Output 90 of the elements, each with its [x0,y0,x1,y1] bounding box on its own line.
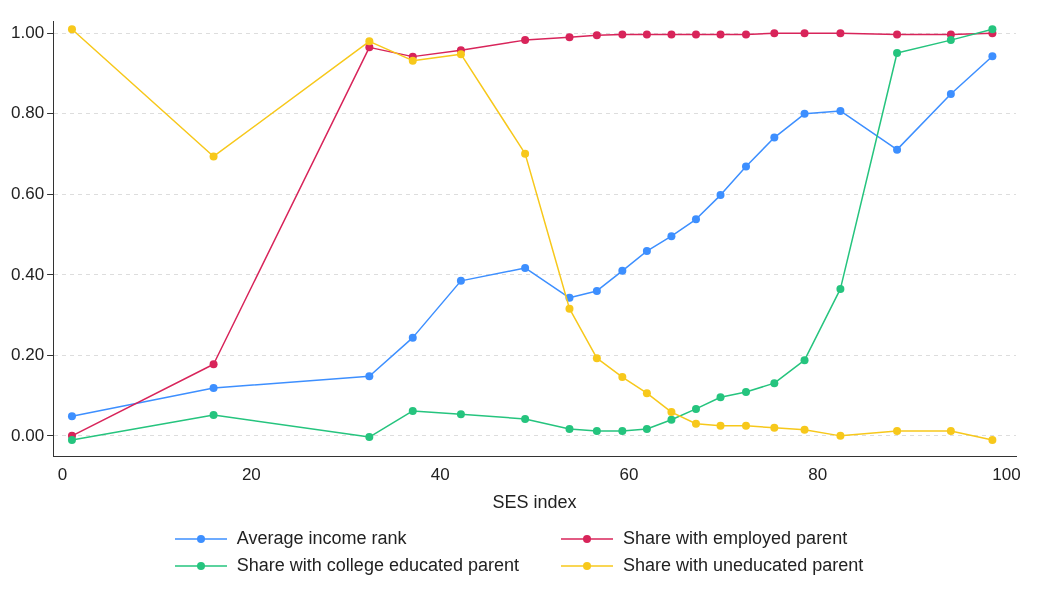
point [592,427,601,436]
point [67,435,76,444]
y-tick-label: 0.20 [10,345,45,365]
point [946,36,955,45]
point [642,247,651,256]
point [836,284,845,293]
point [742,387,751,396]
point [592,286,601,295]
point [716,393,725,402]
point [618,427,627,436]
legend-label: Average income rank [236,528,407,549]
y-tick-label: 1.00 [10,22,45,42]
point [408,333,417,342]
point [456,276,465,285]
x-axis-title: SES index [492,492,577,513]
point [521,149,530,158]
point [592,31,601,40]
point [946,427,955,436]
y-tick-label: 0.60 [10,184,45,203]
point [67,412,76,421]
point [642,30,651,39]
point [642,389,651,398]
point [618,30,627,39]
point [565,425,574,434]
x-tick-label: 0 [57,464,68,484]
point [408,56,417,65]
x-tick-label: 80 [808,464,828,484]
point [836,29,845,38]
point [946,90,955,99]
legend-label: Share with employed parent [623,528,848,549]
point [209,360,218,369]
point [770,379,779,388]
point [988,25,997,34]
point [667,30,676,39]
point [716,30,725,39]
point [893,427,902,436]
point [800,29,809,38]
point [742,162,751,171]
point [667,232,676,241]
point [408,406,417,415]
legend-label: Share with uneducated parent [623,555,864,576]
point [456,50,465,59]
point [521,263,530,272]
point [365,372,374,381]
x-tick-label: 100 [992,464,1021,484]
point [893,30,902,39]
x-tick-label: 60 [619,464,639,484]
point [836,106,845,115]
y-tick-label: 0.00 [10,425,45,445]
point [521,414,530,423]
y-tick-label: 0.40 [10,264,45,284]
point [800,356,809,365]
point [365,37,374,46]
point [209,383,218,392]
point [592,354,601,363]
point [365,433,374,442]
legend-label: Share with college educated parent [236,555,520,576]
point [770,133,779,142]
point [716,421,725,430]
x-tick-label: 40 [430,464,450,484]
point [988,435,997,444]
point [565,33,574,42]
point [618,266,627,275]
point [716,191,725,200]
point [521,36,530,45]
point [770,29,779,38]
point [691,30,700,39]
point [742,30,751,39]
point [618,373,627,382]
point [893,145,902,154]
point [988,52,997,61]
point [667,408,676,417]
point [642,425,651,434]
point [209,410,218,419]
point [691,404,700,413]
point [565,304,574,313]
point [456,410,465,419]
point [800,425,809,434]
point [691,419,700,428]
point [667,415,676,424]
point [67,25,76,34]
x-tick-label: 20 [241,464,261,484]
point [742,421,751,430]
point [691,215,700,224]
point [836,431,845,440]
point [770,423,779,432]
y-tick-label: 0.80 [10,103,45,123]
point [800,109,809,118]
point [209,152,218,161]
point [893,49,902,58]
